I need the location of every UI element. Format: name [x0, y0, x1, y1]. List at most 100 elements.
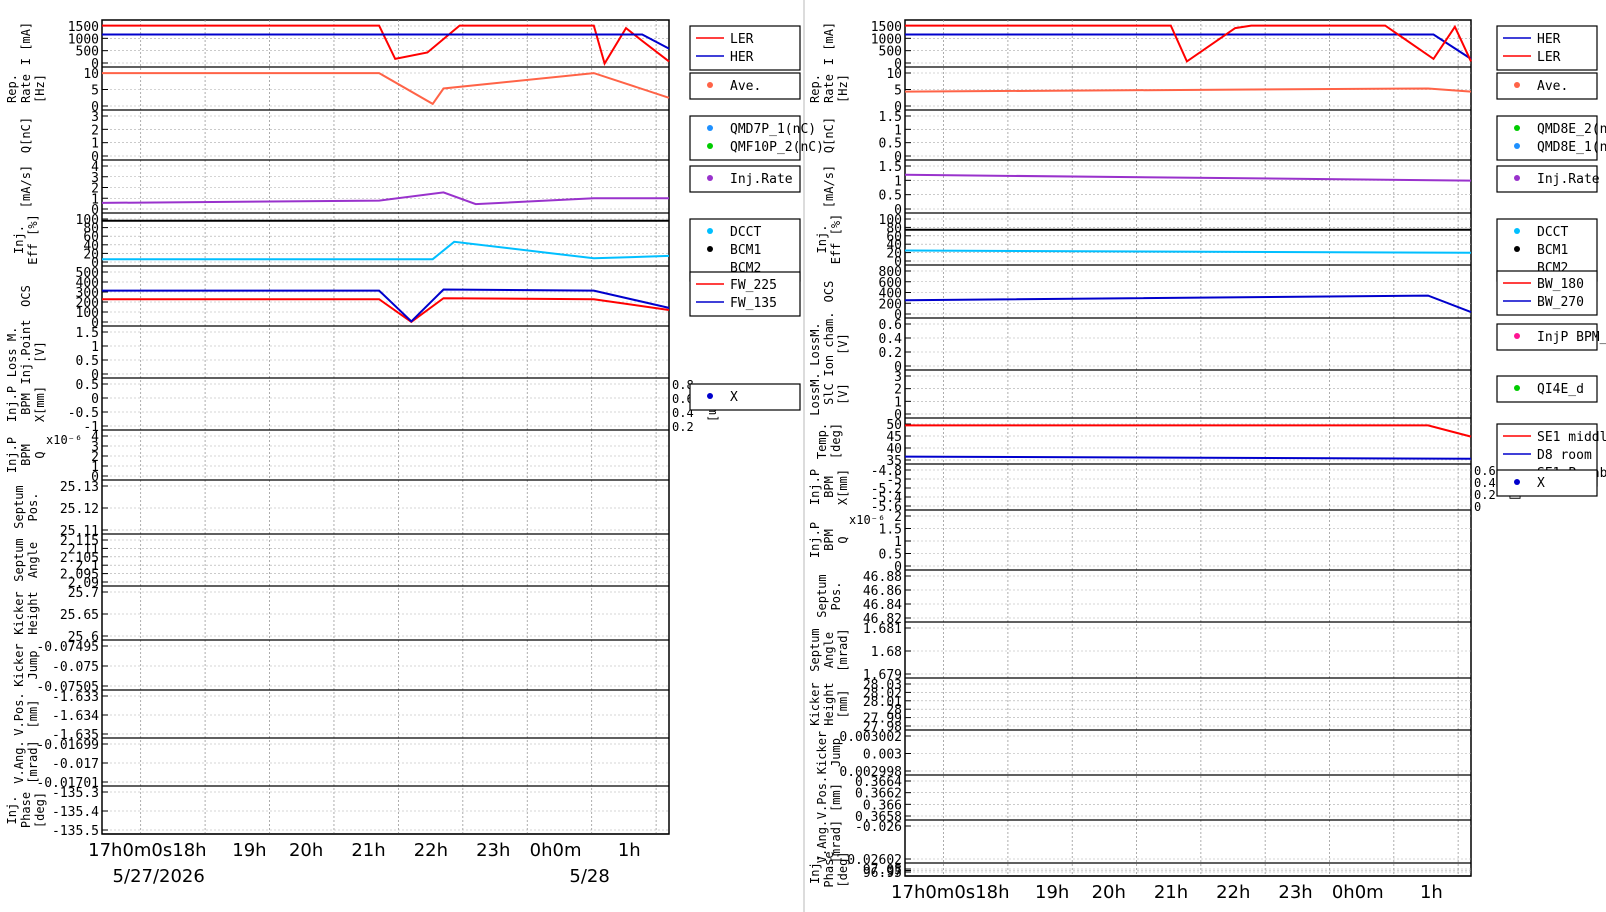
right-legend-dot-marker	[1514, 479, 1520, 485]
left-y2tick-label: 0.2	[672, 420, 694, 434]
right-ytick-label: 27.99	[863, 712, 902, 727]
panel-divider	[803, 0, 805, 912]
left-xtick-label: 17h0m0s18h	[88, 840, 206, 861]
right-ytick-label: 0.6	[879, 318, 902, 333]
right-ylabel: [V]	[836, 333, 850, 355]
left-ytick-label: -135.5	[52, 824, 99, 839]
right-ytick-label: 2	[894, 383, 902, 398]
left-ytick-label: 25.12	[60, 502, 99, 517]
right-ytick-label: 0	[894, 255, 902, 270]
right-legend-dot-marker	[1514, 82, 1520, 88]
right-legend-dot-marker	[1514, 143, 1520, 149]
left-ytick-label: 200	[76, 296, 99, 311]
left-legend-dot-marker	[707, 228, 713, 234]
right-ytick-label: 97	[886, 865, 902, 880]
right-legend-box	[1496, 469, 1598, 497]
right-ytick-label: 1.5	[879, 110, 902, 125]
left-plot-frame	[101, 19, 670, 835]
left-ytick-label: -0.017	[52, 757, 99, 772]
right-ylabel: Pos.	[829, 582, 843, 611]
right-ytick-label: 27.98	[863, 720, 902, 735]
left-ylabel: Rate	[19, 74, 33, 103]
right-legend-label: InjP BPM_d	[1537, 330, 1606, 345]
left-ytick-label: 4	[91, 430, 99, 445]
right-ylabel: V.Ang.	[815, 820, 829, 863]
right-legend-label: Ave.	[1537, 79, 1568, 94]
right-ylabel: Ion cham.	[822, 311, 836, 376]
left-ytick-label: 100	[76, 213, 99, 228]
right-ylabel: Temp.	[815, 423, 829, 459]
right-ylabel: [mrad]	[836, 628, 850, 671]
left-ytick-label: -0.075	[52, 660, 99, 675]
left-ylabel: Septum	[12, 485, 26, 528]
left-legend-box	[689, 25, 801, 71]
right-ytick-label: 400	[879, 287, 902, 302]
right-ytick-label: 45	[886, 430, 902, 445]
right-ytick-label: 600	[879, 276, 902, 291]
left-ytick-label: 2.105	[60, 551, 99, 566]
right-legend-label: QI4E_d	[1537, 382, 1584, 397]
left-ytick-label: 0	[91, 57, 99, 72]
left-ylabel: Septum	[12, 538, 26, 581]
left-ytick-label: 0.5	[76, 378, 99, 393]
right-y2tick-label: 0.6	[1474, 464, 1496, 478]
left-ylabel: [deg]	[33, 792, 47, 828]
right-ytick-label: 1.5	[879, 160, 902, 175]
left-ylabel: [V]	[33, 341, 47, 363]
left-series-ave-	[102, 72, 670, 106]
right-legend-label: X	[1537, 476, 1545, 491]
right-legend-box	[1496, 72, 1598, 100]
left-legend-label: Inj.Rate	[730, 172, 793, 187]
left-ytick-label: 2	[91, 450, 99, 465]
left-ytick-label: 0	[91, 150, 99, 165]
right-legend-label: QMD8E_1(nC)	[1537, 140, 1606, 155]
right-legend-label: QMD8E_2(nC)	[1537, 122, 1606, 137]
right-legend-dot-marker	[1514, 125, 1520, 131]
right-xtick-label: 17h0m0s18h	[891, 882, 1009, 903]
left-date-label: 5/28	[569, 866, 609, 887]
left-ylabel: Inj.Point	[19, 319, 33, 384]
left-ytick-label: 25.13	[60, 480, 99, 495]
right-ytick-label: -0.02602	[839, 853, 902, 868]
right-ytick-label: -0.026	[855, 820, 902, 835]
right-series-d8-room	[904, 455, 1472, 460]
left-legend-label: LER	[730, 32, 754, 47]
right-ylabel: Kicker	[808, 682, 822, 725]
right-ylabel: Septum	[808, 628, 822, 671]
left-ytick-label: 400	[76, 276, 99, 291]
right-ytick-label: 1	[894, 123, 902, 138]
right-xtick-label: 21h	[1154, 882, 1188, 903]
left-ytick-label: 1	[91, 137, 99, 152]
right-ytick-label: 1.681	[863, 622, 902, 637]
right-ylabel: [deg]	[829, 423, 843, 459]
left-ylabel: Loss M.	[5, 327, 19, 378]
left-y2tick-label: 0.8	[672, 378, 694, 392]
right-ytick-label: 20	[886, 247, 902, 262]
left-ytick-label: -135.3	[52, 786, 99, 801]
left-ytick-label: 20	[83, 247, 99, 262]
right-ytick-label: 28.02	[863, 686, 902, 701]
left-ytick-label: 2	[91, 182, 99, 197]
right-legend-dot-marker	[1514, 175, 1520, 181]
right-legend-label: D8 room	[1537, 448, 1592, 463]
right-series-inj-rate	[904, 173, 1472, 182]
right-series-her	[905, 33, 1472, 60]
right-ylabel: [Hz]	[836, 74, 850, 103]
right-series-ave-	[904, 87, 1472, 93]
right-ytick-label: 0.366	[863, 798, 902, 813]
right-ytick-label: 0	[894, 57, 902, 72]
right-ylabel: Height	[822, 682, 836, 725]
right-ytick-label: 0	[894, 360, 902, 375]
right-ylabel: [mm]	[836, 690, 850, 719]
right-y2tick-label: 0.4	[1474, 476, 1496, 490]
right-ytick-label: 0.3664	[855, 775, 902, 790]
left-xtick-label: 22h	[414, 840, 448, 861]
right-ylabel: Rate	[822, 74, 836, 103]
left-ytick-label: 25.6	[68, 630, 99, 645]
left-ylabel: Angle	[26, 542, 40, 578]
right-ytick-label: 500	[879, 45, 902, 60]
right-legend-label: SE1 middle	[1537, 430, 1606, 445]
left-ytick-label: 80	[83, 222, 99, 237]
left-ytick-label: 1.5	[76, 326, 99, 341]
right-xtick-label: 1h	[1420, 882, 1443, 903]
